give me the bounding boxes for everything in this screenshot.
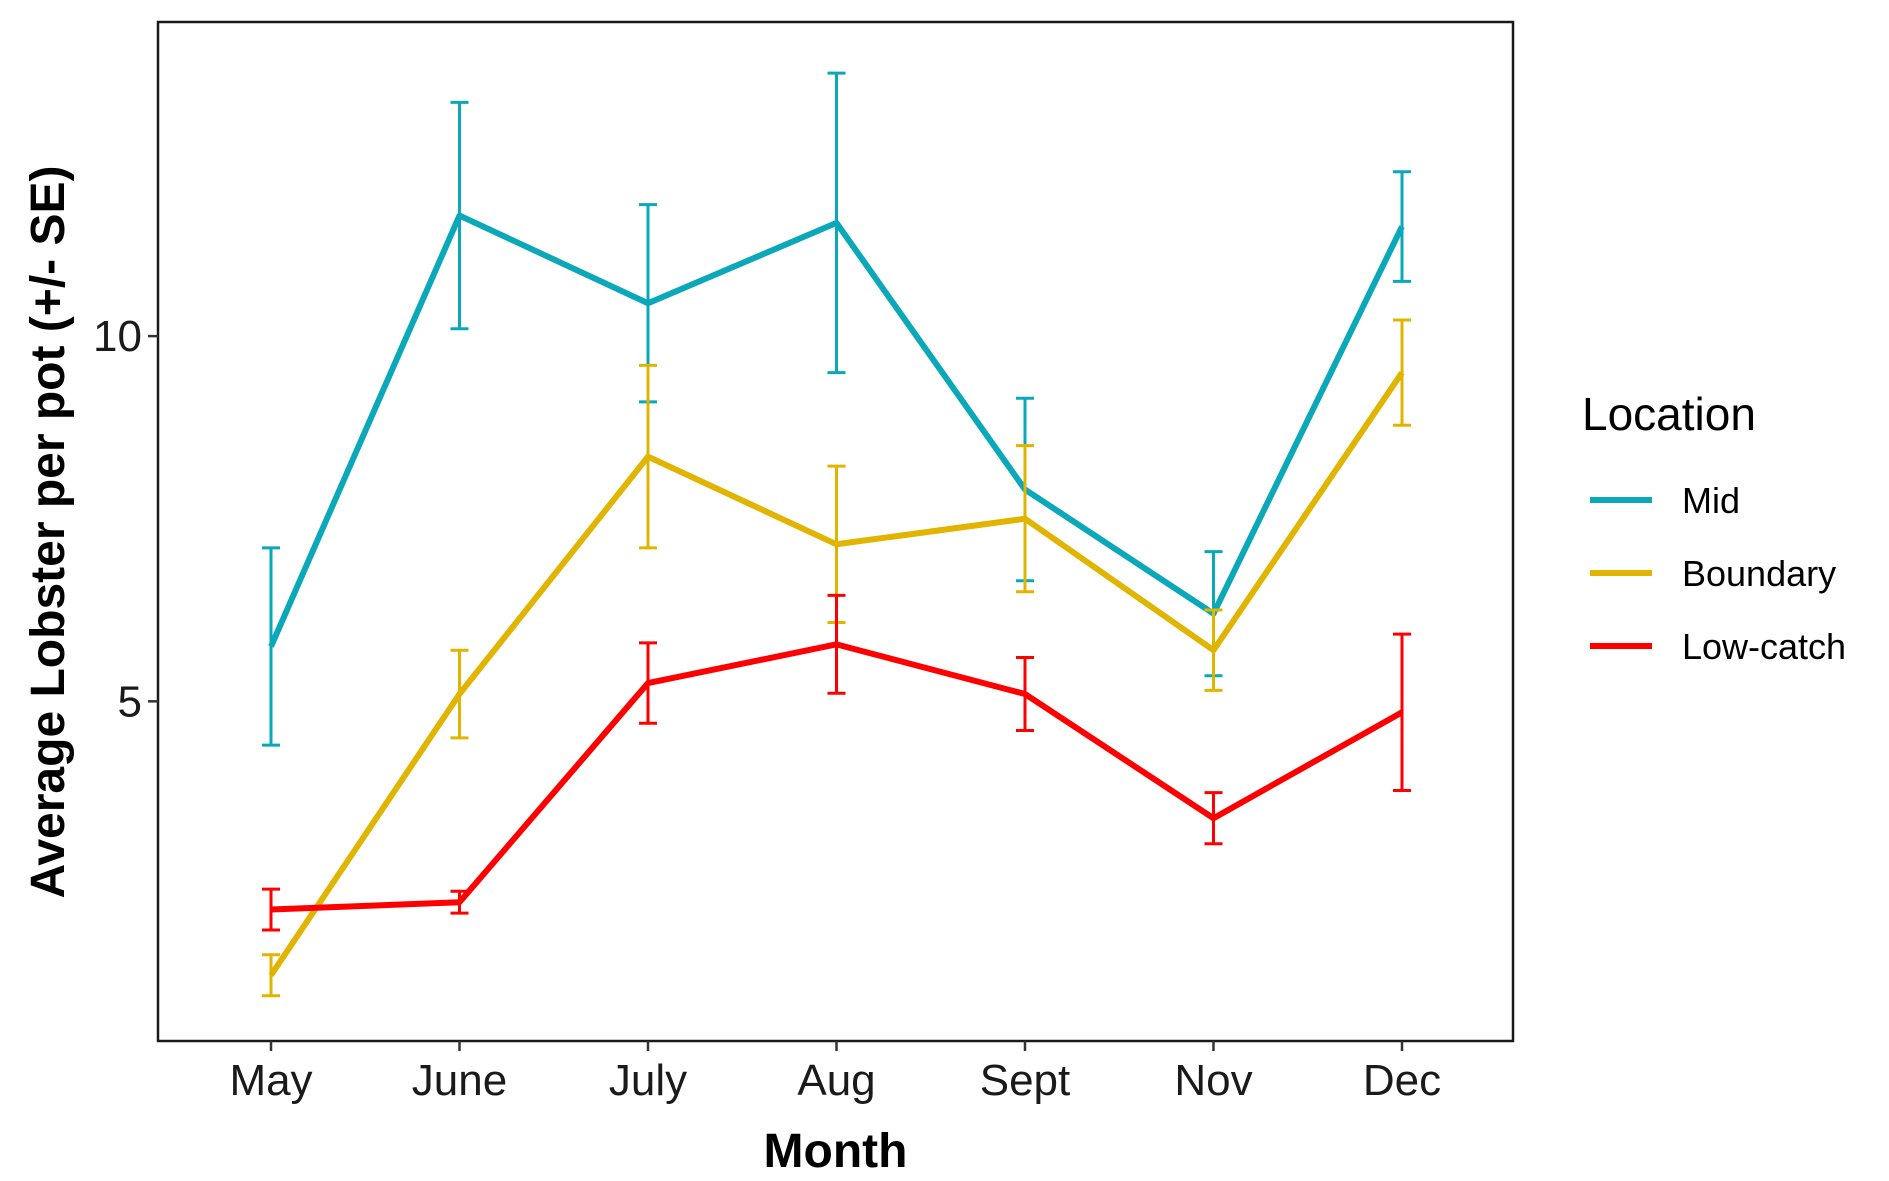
legend: Location Mid Boundary Low-catch: [1582, 388, 1846, 667]
legend-item: Boundary: [1590, 553, 1836, 594]
legend-label: Mid: [1682, 480, 1740, 521]
series-layer: [262, 71, 1411, 998]
x-tick-label: July: [609, 1056, 687, 1105]
x-axis: May June July Aug Sept Nov Dec: [229, 1041, 1441, 1105]
series-boundary: [262, 318, 1411, 998]
x-tick-label: Sept: [980, 1056, 1071, 1105]
x-tick-label: Aug: [797, 1056, 875, 1105]
x-tick-label: Dec: [1363, 1056, 1441, 1105]
legend-items: Mid Boundary Low-catch: [1590, 480, 1846, 667]
series-low-catch: [262, 593, 1411, 932]
x-axis-title: Month: [764, 1125, 908, 1178]
legend-label: Low-catch: [1682, 626, 1846, 667]
x-tick-label: Nov: [1174, 1056, 1252, 1105]
x-tick-label: May: [229, 1056, 312, 1105]
legend-label: Boundary: [1682, 553, 1836, 594]
legend-item: Low-catch: [1590, 626, 1846, 667]
y-axis: 5 10: [93, 312, 158, 726]
x-tick-label: June: [412, 1056, 507, 1105]
legend-item: Mid: [1590, 480, 1740, 521]
y-tick-label: 10: [93, 312, 142, 361]
y-tick-label: 5: [118, 677, 142, 726]
legend-title: Location: [1582, 388, 1756, 440]
y-axis-title: Average Lobster per pot (+/- SE): [22, 165, 75, 898]
